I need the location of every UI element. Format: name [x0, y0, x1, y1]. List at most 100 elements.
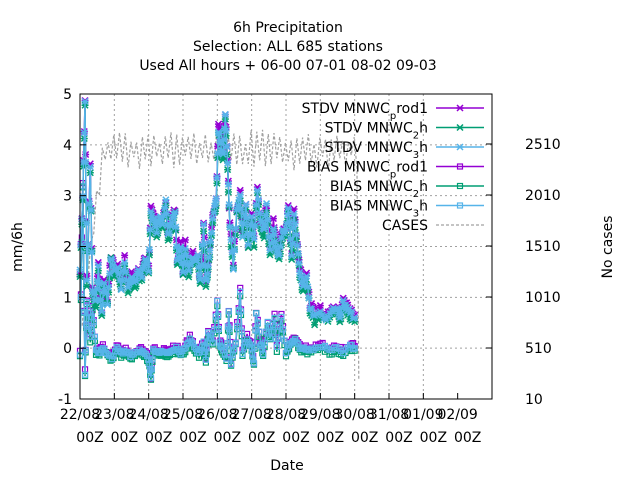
data-point: [172, 223, 180, 231]
x-tick-label-date: 26/08: [197, 407, 237, 423]
data-point: [242, 200, 250, 208]
x-tick-label-hour: 00Z: [179, 430, 206, 446]
x-tick-label-hour: 00Z: [282, 430, 309, 446]
series-bias-mnwc-3h: [76, 182, 358, 381]
y2-tick-label: 1010: [525, 290, 561, 306]
data-point: [259, 345, 266, 352]
data-point: [108, 256, 116, 264]
data-point: [132, 277, 140, 285]
legend-entry-label: STDV MNWC3h: [325, 140, 428, 161]
data-point: [212, 195, 220, 203]
data-point: [203, 275, 211, 283]
data-point: [256, 328, 263, 335]
x-tick-label-date: 01/09: [403, 407, 443, 423]
data-point: [264, 216, 272, 224]
data-point: [146, 226, 154, 234]
data-point: [250, 360, 258, 367]
data-point: [225, 308, 232, 315]
data-point: [202, 356, 209, 363]
data-point: [215, 129, 223, 138]
data-point: [301, 276, 309, 284]
data-point: [202, 348, 209, 356]
data-point: [182, 251, 190, 259]
data-point: [257, 341, 264, 348]
legend-entry-label: BIAS MNWC3h: [330, 199, 428, 220]
data-point: [263, 200, 271, 208]
y-tick-label: 5: [63, 87, 72, 103]
data-point: [181, 244, 189, 253]
data-point: [235, 196, 243, 204]
data-point: [251, 343, 258, 350]
data-point: [87, 326, 95, 333]
data-point: [294, 250, 302, 258]
x-tick-label-date: 29/08: [300, 407, 340, 423]
legend-entry-label: BIAS MNWC2h: [330, 179, 428, 200]
data-point: [84, 310, 92, 317]
data-point: [351, 345, 358, 352]
data-point: [215, 325, 222, 332]
data-point: [322, 316, 330, 324]
data-point: [122, 268, 130, 276]
data-point: [153, 229, 161, 237]
data-point: [270, 230, 278, 238]
data-point: [206, 238, 214, 246]
data-point: [210, 209, 218, 217]
data-point: [147, 367, 154, 374]
data-point: [241, 211, 249, 219]
data-point: [269, 215, 277, 223]
data-point: [237, 284, 244, 292]
data-point: [145, 268, 153, 276]
data-point: [232, 225, 240, 233]
data-point: [234, 323, 241, 330]
data-point: [253, 186, 261, 194]
data-point: [266, 246, 274, 254]
data-point: [227, 361, 235, 368]
data-point: [316, 307, 324, 316]
data-point: [97, 296, 105, 304]
data-point: [203, 345, 210, 352]
data-point: [304, 283, 312, 291]
data-point: [86, 163, 94, 171]
data-point: [283, 210, 292, 219]
data-point: [239, 350, 246, 358]
data-point: [81, 309, 88, 316]
x-tick-label-hour: 00Z: [76, 430, 103, 446]
data-point: [252, 326, 259, 334]
data-point: [261, 221, 269, 229]
data-point: [224, 180, 232, 188]
data-point: [223, 355, 230, 362]
data-point: [208, 229, 216, 237]
y-axis-label: mm/6h: [10, 222, 26, 272]
data-point: [256, 209, 264, 217]
data-point: [238, 328, 245, 335]
x-tick-label-hour: 00Z: [317, 430, 344, 446]
legend-marker: [456, 202, 464, 209]
data-point: [185, 267, 193, 275]
data-point: [148, 366, 155, 373]
data-point: [200, 240, 208, 248]
data-point: [348, 308, 356, 316]
data-point: [87, 206, 95, 214]
data-point: [236, 191, 244, 199]
data-point: [268, 328, 275, 335]
data-point: [200, 220, 208, 228]
data-point: [179, 268, 187, 276]
axes: -101234510510101015102010251022/0800Z23/…: [58, 87, 561, 446]
data-point: [271, 314, 278, 321]
x-tick-label-date: 23/08: [94, 407, 134, 423]
data-point: [144, 352, 151, 359]
legend-marker: [456, 163, 464, 170]
data-point: [121, 251, 129, 259]
data-point: [81, 371, 89, 378]
data-point: [194, 251, 202, 259]
data-point: [214, 312, 222, 319]
data-point: [220, 136, 228, 144]
x-tick-label-hour: 00Z: [145, 430, 172, 446]
data-point: [337, 310, 345, 318]
x-tick-label-hour: 00Z: [385, 430, 412, 446]
data-point: [275, 252, 283, 260]
data-point: [266, 335, 274, 342]
data-point: [232, 340, 239, 347]
y2-tick-label: 2510: [525, 137, 561, 153]
